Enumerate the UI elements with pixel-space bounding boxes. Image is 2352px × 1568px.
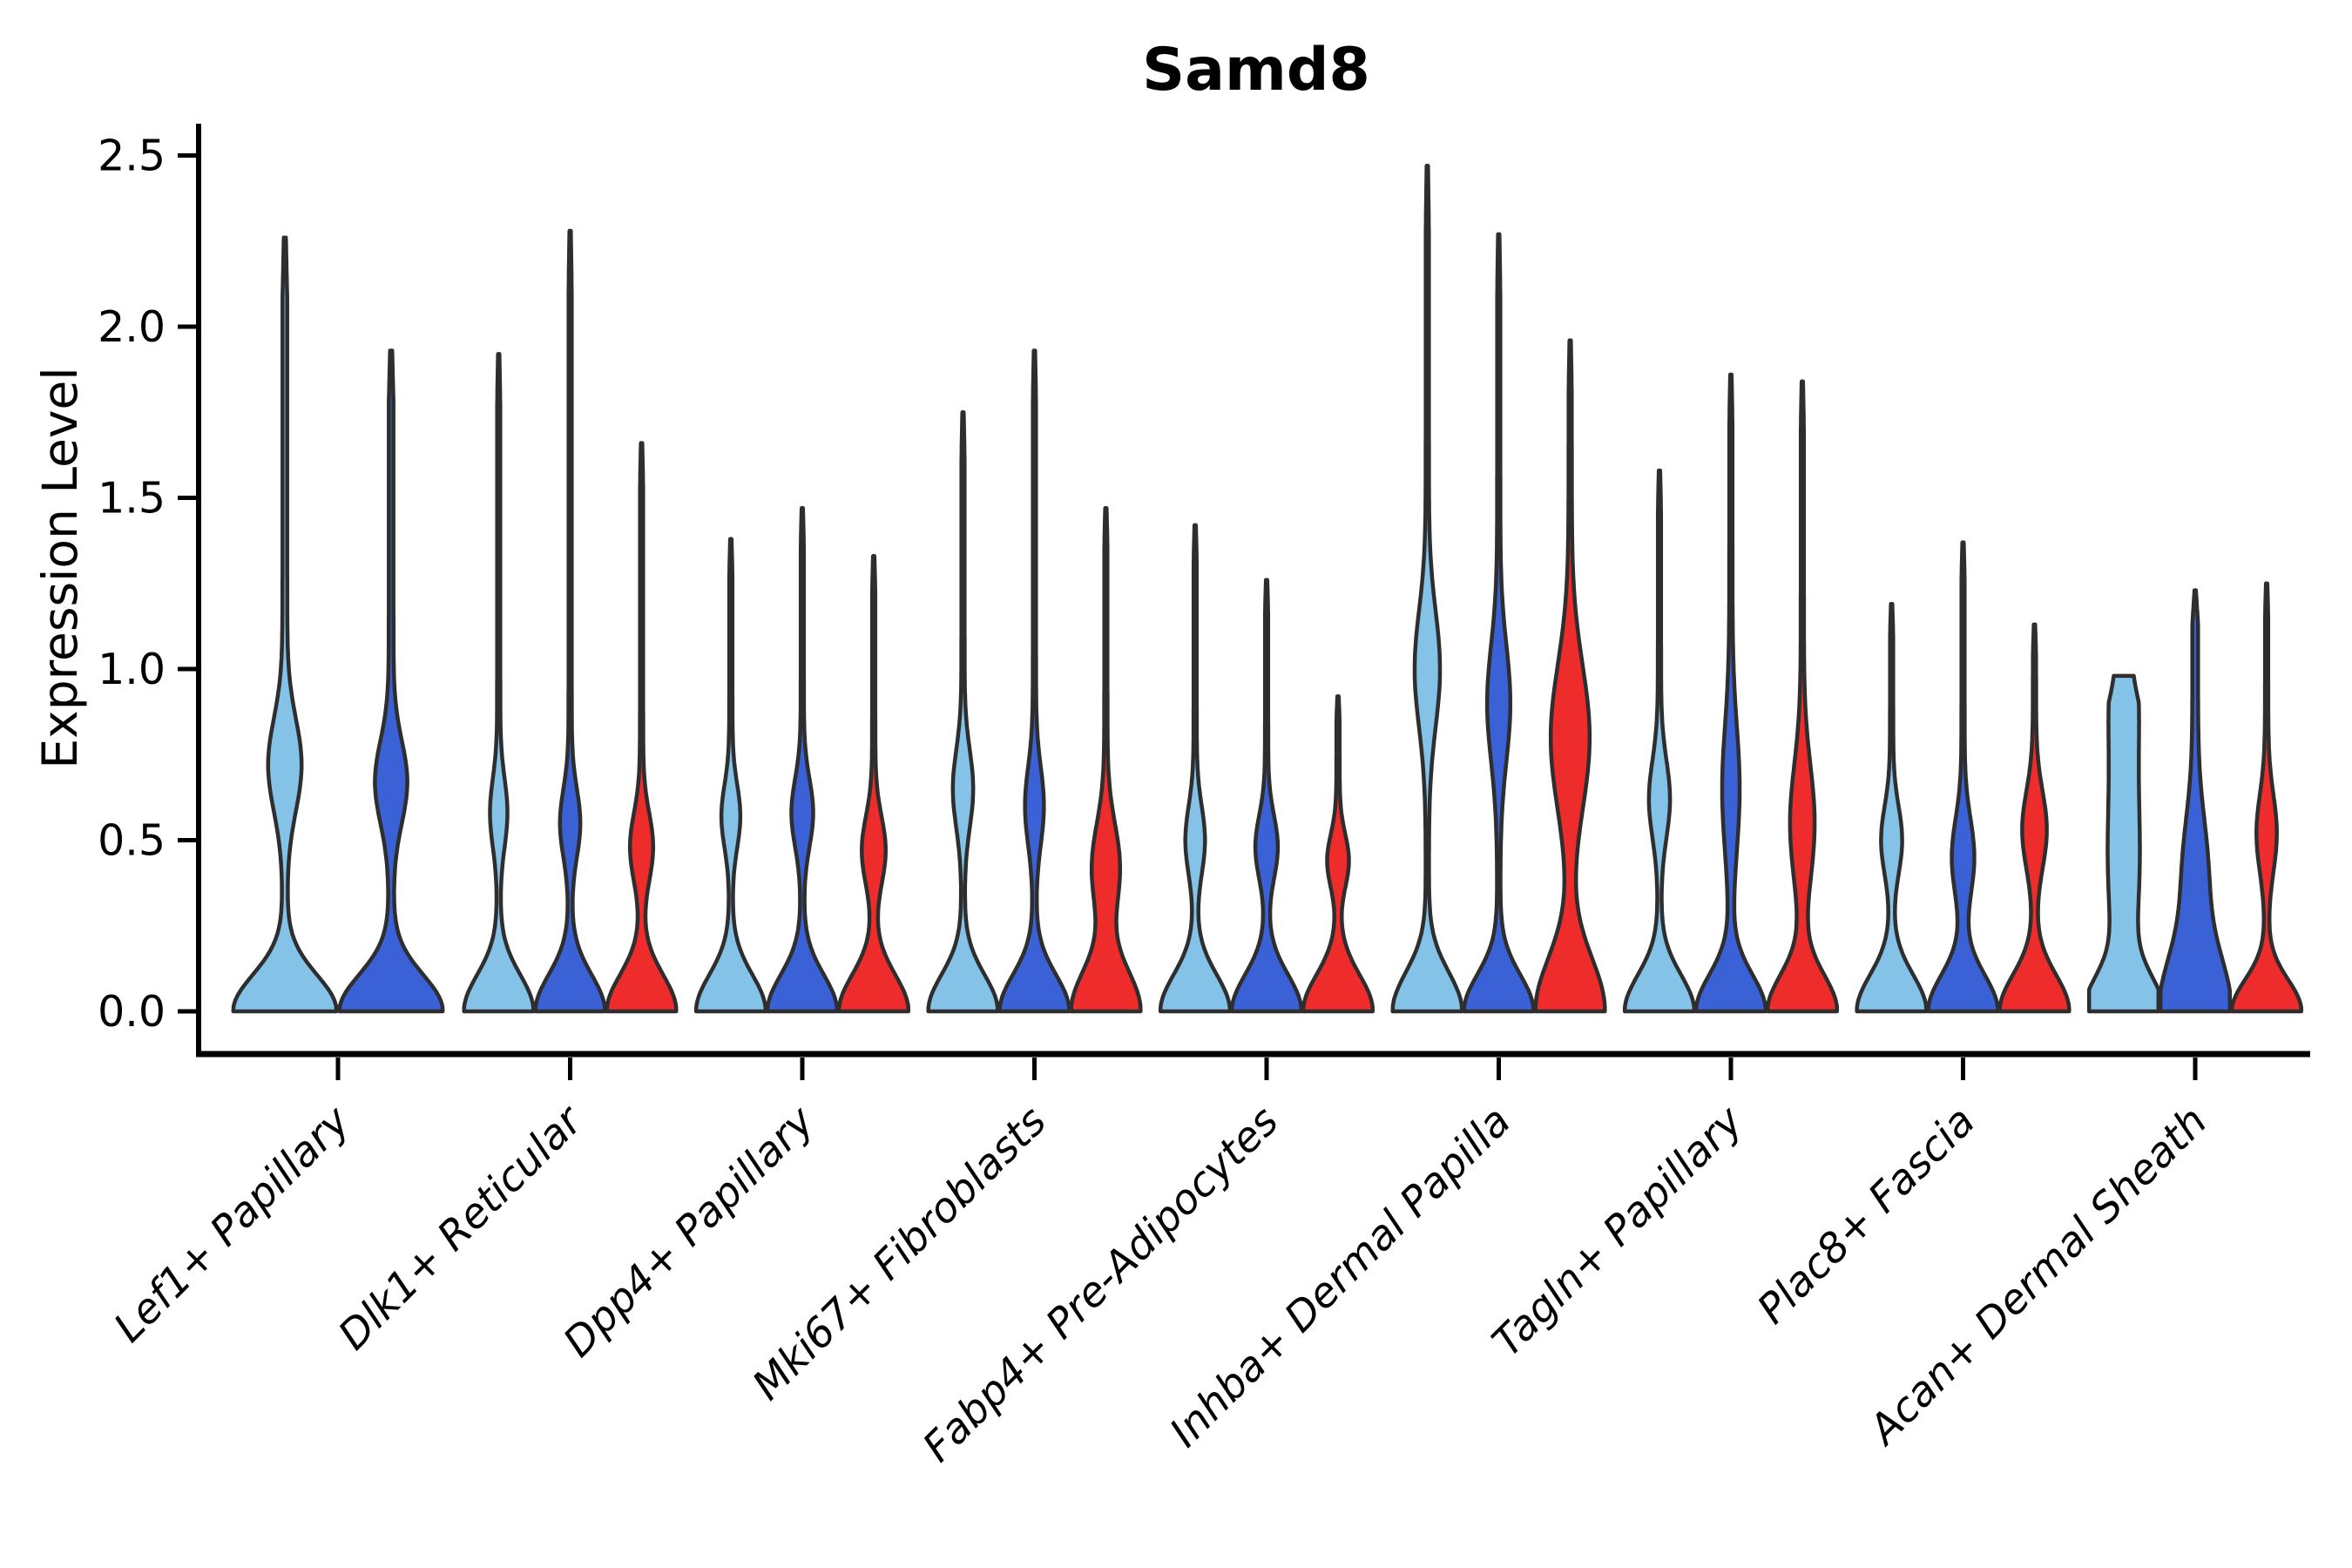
y-tick-label: 1.5 — [98, 474, 166, 524]
violin-4-split2 — [1301, 694, 1375, 1014]
x-tick-label: Plac8+ Fascia — [1748, 1098, 1984, 1334]
violin-4-split1 — [1229, 578, 1304, 1014]
violin-0-split1 — [337, 348, 445, 1014]
violin-2-split2 — [836, 554, 911, 1014]
violin-0-split0 — [231, 235, 339, 1014]
y-tick-label: 0.5 — [98, 816, 166, 866]
violin-6-split2 — [1765, 379, 1840, 1014]
violin-1-split2 — [605, 441, 679, 1014]
violin-8-split2 — [2229, 581, 2304, 1014]
violin-5-split1 — [1462, 232, 1536, 1014]
x-tick-label: Dlk1+ Reticular — [329, 1096, 593, 1360]
violin-6-split1 — [1693, 372, 1768, 1014]
violin-8-split1 — [2158, 588, 2233, 1014]
violin-2-split1 — [765, 506, 840, 1014]
violin-7-split2 — [1997, 622, 2072, 1014]
violin-7-split0 — [1855, 602, 1929, 1014]
violin-5-split2 — [1533, 338, 1607, 1014]
y-tick-label: 2.0 — [98, 302, 166, 352]
violin-8-split0 — [2086, 673, 2161, 1014]
violin-2-split0 — [693, 537, 768, 1014]
violin-1-split1 — [533, 228, 607, 1014]
violins-layer — [231, 164, 2304, 1014]
violin-4-split0 — [1158, 523, 1233, 1014]
chart-title: Samd8 — [1142, 36, 1370, 105]
violin-3-split0 — [926, 410, 1000, 1014]
y-tick-label: 2.5 — [98, 132, 166, 181]
x-tick-label: Tagln+ Papillary — [1484, 1097, 1754, 1367]
violin-3-split2 — [1069, 506, 1143, 1014]
violin-1-split0 — [462, 352, 536, 1014]
violin-7-split1 — [1926, 540, 2000, 1014]
violin-5-split0 — [1390, 164, 1464, 1014]
y-axis-label: Expression Level — [32, 367, 88, 768]
x-tick-label: Dpp4+ Papillary — [554, 1097, 824, 1367]
violin-6-split0 — [1622, 468, 1697, 1014]
x-tick-label: Lef1+ Papillary — [105, 1097, 360, 1352]
violin-3-split1 — [997, 348, 1071, 1014]
y-tick-label: 1.0 — [98, 645, 166, 694]
y-tick-label: 0.0 — [98, 987, 166, 1037]
